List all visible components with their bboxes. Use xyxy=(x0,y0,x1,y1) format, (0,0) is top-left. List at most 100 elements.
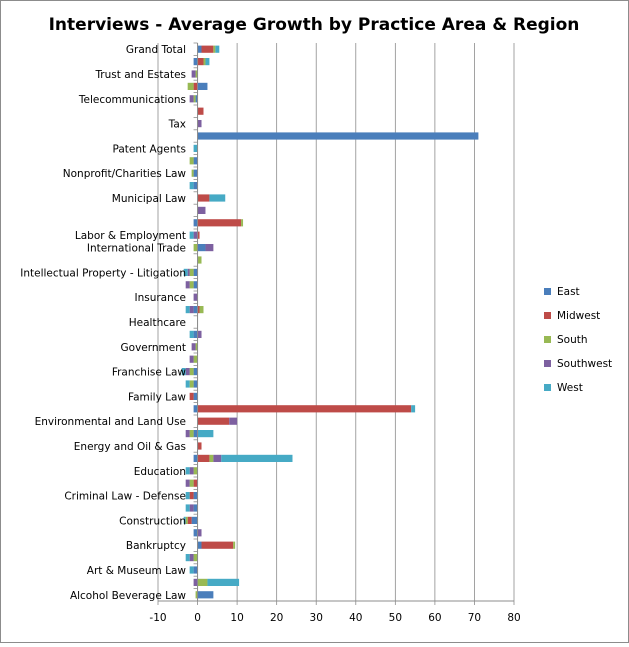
category-label-10: Education xyxy=(134,466,186,478)
bar-east-7 xyxy=(193,504,198,512)
bar-midwest-16 xyxy=(189,392,194,400)
bar-east-16 xyxy=(193,392,198,400)
bar-midwest-6 xyxy=(187,516,192,524)
bar-west-18 xyxy=(181,368,186,376)
category-label-36: Patent Agents xyxy=(112,143,186,155)
bar-east-40 xyxy=(195,95,198,103)
bar-east-6 xyxy=(191,516,198,524)
bar-south-18 xyxy=(189,368,194,376)
bar-west-11 xyxy=(221,454,293,462)
bar-southwest-13 xyxy=(185,430,190,438)
bar-southwest-23 xyxy=(189,306,194,314)
bar-south-23 xyxy=(199,306,204,314)
category-label-2: Art & Museum Law xyxy=(87,565,187,577)
bar-south-0 xyxy=(195,591,198,599)
bar-south-43 xyxy=(203,58,206,66)
bar-west-26 xyxy=(183,268,188,276)
bar-east-34 xyxy=(193,169,198,177)
bar-east-43 xyxy=(193,58,198,66)
bar-west-15 xyxy=(411,405,416,413)
y-category-labels: Alcohol Beverage Law Art & Museum Law Bank… xyxy=(20,44,186,602)
axes xyxy=(157,42,515,605)
category-label-38: Tax xyxy=(168,119,186,131)
bar-west-23 xyxy=(185,306,190,314)
chart-title: Interviews - Average Growth by Practice … xyxy=(49,15,580,35)
bar-southwest-28 xyxy=(205,244,214,252)
bar-midwest-15 xyxy=(197,405,412,413)
bar-midwest-44 xyxy=(201,45,214,53)
bar-west-29 xyxy=(189,231,194,239)
bar-east-5 xyxy=(193,529,198,537)
x-tick-labels: -10 0 10 20 30 40 50 60 70 80 xyxy=(149,612,520,624)
gridlines xyxy=(157,43,515,601)
bar-south-26 xyxy=(189,268,194,276)
legend-swatch-west xyxy=(544,384,551,391)
bar-midwest-43 xyxy=(197,58,204,66)
bar-west-33 xyxy=(189,182,194,190)
category-label-22: Healthcare xyxy=(129,317,186,329)
legend-label-west: West xyxy=(557,382,583,394)
bar-east-8 xyxy=(193,492,198,500)
category-label-8: Criminal Law - Defense xyxy=(64,491,186,503)
bar-east-11 xyxy=(193,454,198,462)
bar-east-0 xyxy=(197,591,214,599)
bar-southwest-10 xyxy=(189,467,194,475)
bar-southwest-18 xyxy=(185,368,190,376)
bar-south-4 xyxy=(233,541,236,549)
legend-label-south: South xyxy=(557,334,588,346)
category-label-24: Insurance xyxy=(134,292,186,304)
bar-south-11 xyxy=(209,454,214,462)
bar-south-41 xyxy=(187,82,194,90)
bar-west-7 xyxy=(185,504,190,512)
x-tick-label-0: -10 xyxy=(149,612,166,624)
bar-southwest-25 xyxy=(185,281,190,289)
bar-west-36 xyxy=(193,144,198,152)
bar-southwest-26 xyxy=(187,268,190,276)
bar-west-32 xyxy=(209,194,226,202)
category-label-29: Labor & Employment xyxy=(75,230,186,242)
bar-southwest-1 xyxy=(193,578,198,586)
bar-east-21 xyxy=(193,330,198,338)
bar-south-10 xyxy=(193,467,198,475)
bar-south-42 xyxy=(195,70,198,78)
category-label-18: Franchise Law xyxy=(112,367,187,379)
legend-swatch-south xyxy=(544,336,551,343)
x-tick-label-2: 10 xyxy=(230,612,243,624)
x-tick-label-7: 60 xyxy=(428,612,441,624)
bar-south-34 xyxy=(191,169,194,177)
bar-midwest-12 xyxy=(197,442,202,450)
bar-east-18 xyxy=(193,368,198,376)
bar-west-21 xyxy=(189,330,194,338)
bar-midwest-11 xyxy=(197,454,210,462)
legend-swatch-east xyxy=(544,288,551,295)
bar-west-3 xyxy=(185,554,190,562)
bar-east-35 xyxy=(193,157,198,165)
bar-west-17 xyxy=(185,380,190,388)
x-tick-label-9: 80 xyxy=(507,612,520,624)
bar-east-17 xyxy=(193,380,198,388)
bar-south-20 xyxy=(195,343,198,351)
bar-south-6 xyxy=(185,516,188,524)
bar-west-8 xyxy=(185,492,190,500)
bar-southwest-19 xyxy=(189,355,194,363)
bar-midwest-30 xyxy=(197,219,242,227)
category-label-44: Grand Total xyxy=(126,44,186,56)
bar-southwest-42 xyxy=(191,70,196,78)
bar-south-3 xyxy=(193,554,198,562)
bar-midwest-14 xyxy=(197,417,230,425)
category-label-40: Telecommunications xyxy=(78,94,186,106)
bar-west-2 xyxy=(189,566,194,574)
bar-west-44 xyxy=(215,45,220,53)
bar-southwest-24 xyxy=(193,293,198,301)
bar-south-9 xyxy=(189,479,194,487)
bar-south-1 xyxy=(197,578,208,586)
bar-southwest-20 xyxy=(191,343,196,351)
bar-west-43 xyxy=(205,58,210,66)
category-label-12: Energy and Oil & Gas xyxy=(74,441,186,453)
bar-east-44 xyxy=(197,45,202,53)
bar-south-25 xyxy=(189,281,194,289)
bar-midwest-39 xyxy=(197,107,204,115)
category-label-4: Bankruptcy xyxy=(126,540,186,552)
